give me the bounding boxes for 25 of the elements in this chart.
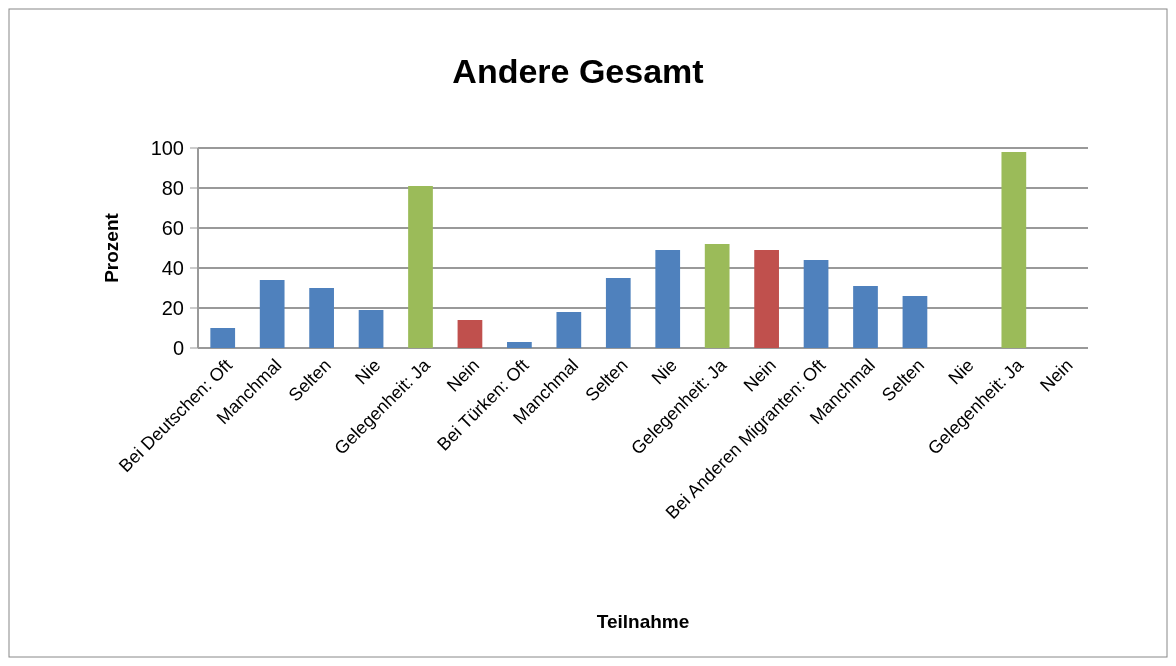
y-tick-label: 100 (150, 137, 184, 159)
bar (853, 286, 878, 348)
y-tick-label: 40 (161, 257, 184, 279)
bar (803, 260, 829, 348)
bar (309, 288, 334, 348)
bar (655, 250, 681, 348)
chart-title: Andere Gesamt (452, 52, 704, 90)
bar (704, 244, 730, 348)
y-axis-title: Prozent (101, 212, 122, 283)
bar (754, 250, 779, 348)
bar (1001, 152, 1027, 348)
y-tick-label: 80 (161, 177, 184, 199)
bar (358, 310, 384, 348)
y-tick-label: 60 (161, 217, 184, 239)
bar (259, 280, 285, 348)
y-tick-label: 20 (161, 297, 184, 319)
bar (408, 186, 433, 348)
y-tick-label: 0 (172, 337, 184, 359)
bar (902, 296, 928, 348)
bar (210, 328, 236, 348)
bar (457, 320, 483, 348)
bar (556, 312, 582, 348)
x-axis-title: Teilnahme (596, 611, 690, 632)
bar (605, 278, 631, 348)
bar (507, 342, 532, 348)
